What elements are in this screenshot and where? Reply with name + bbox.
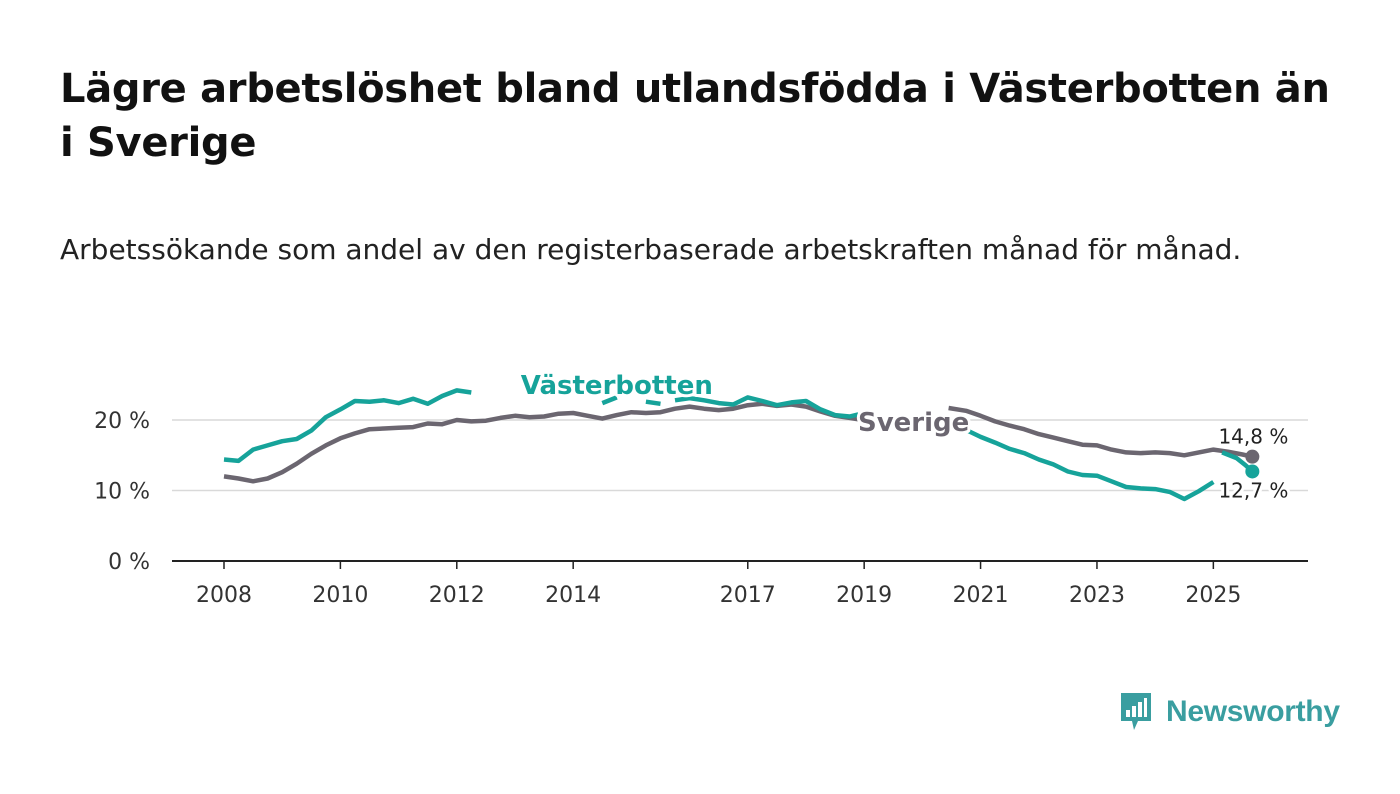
x-tick-label: 2019 [836,583,892,608]
svg-text:12,7 %: 12,7 % [1218,478,1288,502]
x-tick-label: 2010 [312,583,368,608]
chart-subtitle: Arbetssökande som andel av den registerb… [60,233,1242,266]
svg-text:14,8 %: 14,8 % [1218,425,1288,449]
chart-title: Lägre arbetslöshet bland utlandsfödda i … [60,66,1330,166]
svg-text:Sverige: Sverige [858,408,969,438]
series-line-vasterbotten [223,388,1254,502]
brand-name: Newsworthy [1166,695,1340,728]
x-tick-label: 2012 [429,583,485,608]
end-point-sverige [1245,449,1260,464]
x-tick-label: 2014 [545,583,601,608]
svg-text:12,7 %: 12,7 % [1218,478,1288,502]
y-axis-ticks: 0 % 10 % 20 % [94,409,150,575]
newsworthy-logo-icon [1121,693,1151,730]
y-tick-label: 10 % [94,480,150,505]
svg-text:Västerbotten: Västerbotten [521,371,713,401]
end-value-sverige: 14,8 %14,8 % [1215,422,1291,452]
svg-text:Västerbotten: Västerbotten [521,371,713,401]
x-tick-label: 2017 [720,583,776,608]
series-line-sverige [223,401,1253,484]
x-tick-label: 2025 [1185,583,1241,608]
line-chart: 0 % 10 % 20 % 2008 2010 2012 2014 2017 2019 2021… [94,368,1308,608]
gridlines [172,419,1308,492]
y-tick-label: 20 % [94,409,150,434]
x-axis-ticks: 2008 2010 2012 2014 2017 2019 2021 2023 2025 [196,561,1241,608]
series-layer [223,388,1260,502]
end-point-vasterbotten [1245,464,1260,479]
x-tick-label: 2023 [1069,583,1125,608]
svg-text:14,8 %: 14,8 % [1218,425,1288,449]
y-tick-label: 0 % [108,550,150,575]
newsworthy-logo: Newsworthy [1118,690,1340,734]
end-value-vasterbotten: 12,7 %12,7 % [1215,475,1291,505]
svg-text:Sverige: Sverige [858,408,969,438]
x-tick-label: 2008 [196,583,252,608]
x-tick-label: 2021 [953,583,1009,608]
